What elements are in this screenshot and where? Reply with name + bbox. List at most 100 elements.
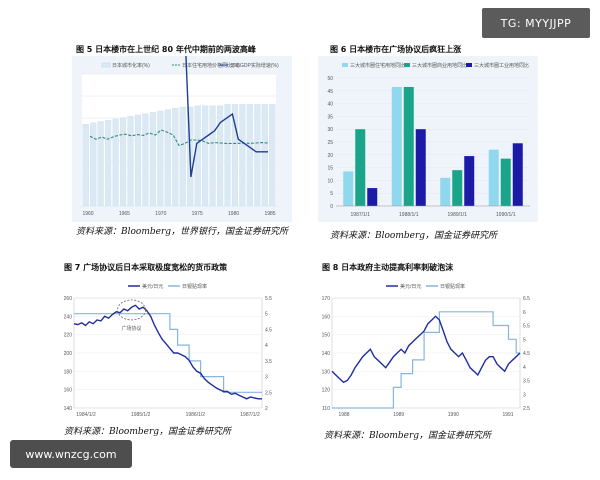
fig8-legend-label: 日银贴现率 [440,283,465,290]
fig6-y-tick: 25 [327,140,333,146]
fig7-left-tick: 180 [64,369,73,375]
fig7-x-tick: 1986/1/2 [186,412,206,418]
fig6-y-tick: 40 [327,102,333,108]
fig5-bar [82,124,89,207]
fig6-bar [512,143,523,206]
fig8-source: 资料来源：Bloomberg，国金证券研究所 [324,431,492,441]
fig8-fx-line [331,315,521,384]
fig5-source: 资料来源：Bloomberg，世界银行，国金证券研究所 [76,227,289,237]
fig7-legend-label: 日银贴现率 [182,283,207,290]
fig7-right-tick: 5 [265,312,268,318]
fig6-bar [452,170,463,206]
fig6-x-tick: 1989/1/1 [448,212,468,218]
fig7-right-tick: 5.5 [265,296,272,302]
fig6-bar [403,86,414,206]
fig8-title: 图 8 日本政府主动提高利率刺破泡沫 [322,263,454,272]
fig8-right-tick: 2.5 [523,406,530,412]
fig8-right-tick: 5.5 [523,324,530,330]
fig5-bar [224,104,231,207]
fig6-y-tick: 0 [330,204,333,210]
fig7-right-tick: 4 [265,343,268,349]
fig6-legend-swatch [466,63,472,67]
fig7-annotation-circle [117,299,146,321]
fig7-title: 图 7 广场协议后日本采取极度宽松的货币政策 [64,263,228,272]
fig5-bar [90,122,97,207]
fig6-y-tick: 20 [327,153,333,159]
fig6-y-tick: 5 [330,191,333,197]
fig7-left-tick: 140 [64,406,73,412]
fig8-right-tick: 6 [523,310,526,316]
fig5-bar [105,120,112,207]
watermark-tg: TG: MYYJJPP [482,8,590,38]
fig7-annotation-label: 广场协议 [122,325,142,332]
fig5-x-tick: 1985 [264,211,275,217]
fig7-x-tick: 1987/1/2 [240,412,260,418]
fig8-left-tick: 140 [322,351,331,357]
fig7-fx-line [73,304,262,400]
fig8-chart: 110 120 130 140 150 160 170 2.5 3 3.5 4 4.5 5 5.5 6 6.5… [322,283,531,418]
fig6-legend-label: 三大城市圈工业用地同比 [474,62,529,69]
fig8-rate-line [332,311,520,409]
fig6-bar [343,171,354,206]
fig5-bar [157,110,164,207]
watermark-url: www.wnzcg.com [10,440,132,468]
fig5-bar [261,104,268,207]
fig6-x-tick: 1987/1/1 [351,212,371,218]
fig5-legend-label: 日本GDP实际增速(%) [230,62,279,69]
fig5-bar [112,118,119,207]
fig6-y-tick: 45 [327,89,333,95]
fig5-bar [142,113,149,207]
fig5-bar [127,116,134,207]
fig5-bar [202,105,209,207]
fig7-left-tick: 240 [64,314,73,320]
fig5-x-tick: 1970 [155,211,166,217]
fig8-card: 110 120 130 140 150 160 170 2.5 3 3.5 4 4.5 5 5.5 6 6.5… [316,276,546,424]
fig7-x-tick: 1984/1/2 [76,412,96,418]
fig5-bar [209,105,216,207]
fig8-x-tick: 1990 [448,412,459,418]
fig5-bar [216,105,224,207]
fig7-card: 140 160 180 200 220 240 260 2 2.5 3 3.5 4 4.5 5 5.5 美元/… [58,276,288,424]
fig8-left-tick: 120 [322,388,331,394]
fig6-legend-swatch [342,63,348,67]
fig5-legend-label: 日本住宅用地价格同比(%) [182,62,240,69]
fig5-bar [179,106,186,207]
fig5-gdp-line [89,129,269,147]
fig5-x-tick: 1965 [119,211,130,217]
fig6-bar [415,129,426,206]
fig5-chart: 日本城市化率(%) 日本住宅用地价格同比(%)日本GDP实际增速(%) 1960 19… [82,29,279,217]
fig5-bar [254,104,261,207]
fig5-bar [194,105,201,207]
fig8-left-tick: 110 [322,406,330,412]
fig8-x-tick: 1988 [338,412,349,418]
fig5-bar [246,104,253,207]
fig8-left-tick: 150 [322,333,331,339]
fig6-y-tick: 30 [327,127,333,133]
fig7-right-tick: 3.5 [265,359,272,365]
fig7-left-tick: 160 [64,388,73,394]
fig7-x-tick: 1985/1/2 [131,412,151,418]
fig5-legend-swatch [101,62,111,68]
fig6-legend-label: 三大城市圈商业用地同比 [412,62,467,69]
fig6-bar [391,86,402,206]
fig8-x-tick: 1989 [393,412,404,418]
fig7-right-tick: 4.5 [265,327,272,333]
fig8-right-tick: 5 [523,337,526,343]
fig5-bar [119,117,127,207]
fig6-bar [440,177,451,206]
fig5-bar [134,114,142,207]
fig6-y-tick: 35 [327,114,333,120]
fig5-card: 日本城市化率(%) 日本住宅用地价格同比(%) 日本GDP实际增速(%) 1960 19… [72,29,292,222]
fig8-x-tick: 1991 [502,412,513,418]
fig5-land-line [172,29,268,178]
fig8-right-tick: 4 [523,365,526,371]
fig5-bar [149,112,156,207]
fig6-legend-swatch [404,63,410,67]
fig7-right-tick: 3 [265,375,268,381]
fig8-right-tick: 3.5 [523,379,530,385]
fig7-right-tick: 2 [265,406,268,412]
fig6-source: 资料来源：Bloomberg，国金证券研究所 [330,231,498,241]
fig7-left-tick: 260 [64,296,73,302]
fig5-legend-label: 日本城市化率(%) [112,62,150,69]
fig6-chart: 0 5 10 15 20 25 30 35 40 45 50 三大城市圈住宅用地同比 三大城市圈商业用地… [327,62,530,218]
